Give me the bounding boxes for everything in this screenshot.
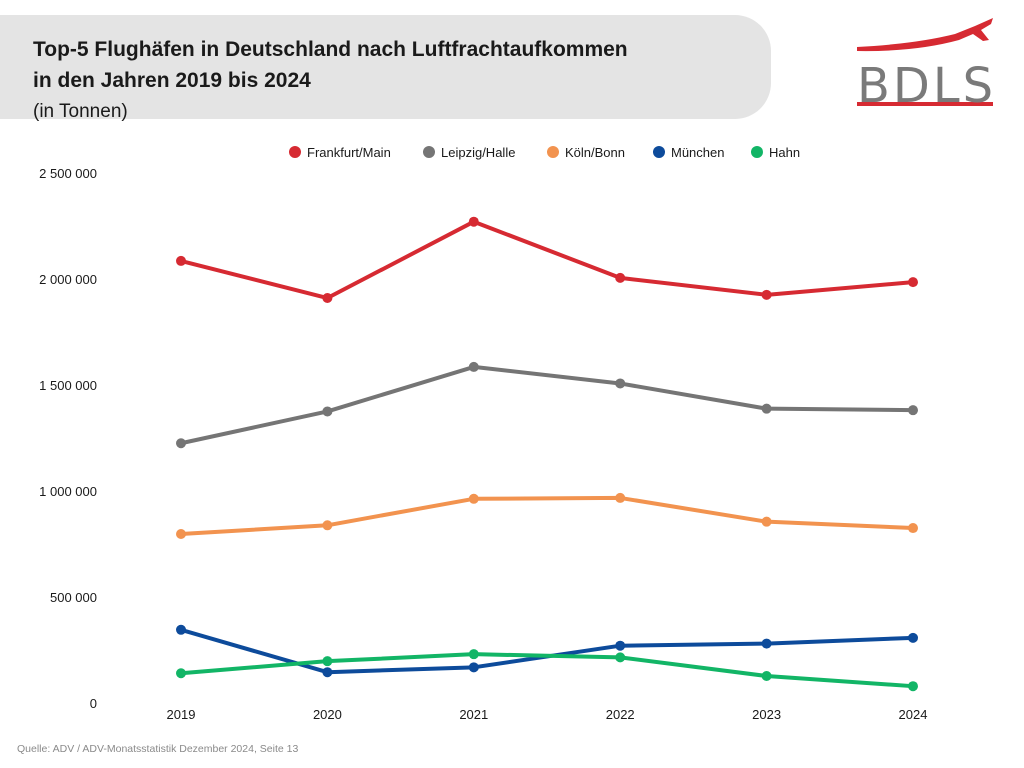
data-point-köln-bonn — [908, 523, 918, 534]
x-axis: 2019 2020 2021 2022 2023 2024 — [167, 707, 928, 722]
series-line-hahn — [179, 652, 915, 689]
logo-graphic — [857, 18, 993, 106]
x-tick-label: 2021 — [459, 707, 488, 722]
chart-subtitle: (in Tonnen) — [33, 101, 128, 122]
legend-label: München — [671, 145, 724, 160]
data-point-münchen — [615, 640, 626, 651]
legend-label: Leipzig/Halle — [441, 145, 515, 160]
data-point-leipzig-halle — [615, 378, 626, 389]
data-point-münchen — [761, 638, 772, 649]
logo-underline — [857, 102, 993, 106]
legend-marker — [751, 146, 763, 158]
data-point-frankfurt-main — [615, 272, 626, 283]
data-point-münchen — [322, 667, 333, 678]
data-point-köln-bonn — [176, 528, 186, 539]
legend-marker — [423, 146, 435, 158]
data-point-münchen — [468, 662, 479, 673]
data-point-frankfurt-main — [468, 216, 479, 227]
chart-title-line-1: Top-5 Flughäfen in Deutschland nach Luft… — [33, 38, 628, 61]
legend-marker — [653, 146, 665, 158]
data-point-münchen — [908, 632, 918, 643]
y-tick-label: 0 — [90, 696, 97, 711]
data-point-köln-bonn — [468, 493, 479, 504]
data-point-hahn — [761, 671, 772, 682]
series-group — [176, 216, 918, 692]
x-tick-label: 2024 — [899, 707, 928, 722]
series-line-frankfurt-main — [179, 219, 915, 301]
data-point-hahn — [615, 652, 626, 663]
data-point-leipzig-halle — [468, 361, 479, 372]
legend-label: Frankfurt/Main — [307, 145, 391, 160]
x-tick-label: 2023 — [752, 707, 781, 722]
title-box: Top-5 Flughäfen in Deutschland nach Luft… — [0, 15, 771, 122]
legend-label: Hahn — [769, 145, 800, 160]
legend-marker — [547, 146, 559, 158]
data-point-leipzig-halle — [761, 403, 772, 414]
x-tick-label: 2020 — [313, 707, 342, 722]
logo-text: BDLS — [857, 58, 997, 114]
data-point-frankfurt-main — [176, 255, 186, 266]
legend: Frankfurt/Main Leipzig/Halle Köln/Bonn Münc… — [289, 145, 800, 160]
series-line-leipzig-halle — [179, 364, 915, 446]
data-point-hahn — [468, 649, 479, 660]
y-tick-label: 1 000 000 — [39, 484, 97, 499]
y-tick-label: 500 000 — [50, 590, 97, 605]
data-point-köln-bonn — [322, 520, 333, 531]
y-tick-label: 2 500 000 — [39, 166, 97, 181]
y-tick-label: 2 000 000 — [39, 272, 97, 287]
legend-label: Köln/Bonn — [565, 145, 625, 160]
data-point-hahn — [322, 656, 333, 667]
data-point-frankfurt-main — [908, 277, 918, 288]
data-point-hahn — [176, 668, 186, 679]
bdls-logo: BDLS — [855, 14, 995, 110]
legend-marker — [289, 146, 301, 158]
y-tick-label: 1 500 000 — [39, 378, 97, 393]
airplane-icon — [857, 18, 993, 52]
data-point-köln-bonn — [615, 492, 626, 503]
y-axis: 0 500 000 1 000 000 1 500 000 2 000 000 2 500… — [39, 166, 97, 711]
data-point-münchen — [176, 624, 186, 635]
x-tick-label: 2022 — [606, 707, 635, 722]
data-point-frankfurt-main — [322, 293, 333, 304]
data-point-leipzig-halle — [176, 438, 186, 449]
source-note: Quelle: ADV / ADV-Monatsstatistik Dezemb… — [17, 743, 299, 755]
series-line-köln-bonn — [179, 495, 915, 536]
data-point-köln-bonn — [761, 516, 772, 527]
data-point-frankfurt-main — [761, 289, 772, 300]
data-point-leipzig-halle — [908, 405, 918, 416]
chart-title-line-2: in den Jahren 2019 bis 2024 — [33, 69, 311, 92]
x-tick-label: 2019 — [167, 707, 196, 722]
data-point-leipzig-halle — [322, 406, 333, 417]
data-point-hahn — [908, 681, 918, 692]
